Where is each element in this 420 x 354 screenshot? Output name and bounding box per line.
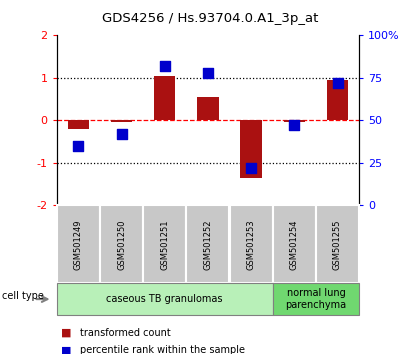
Point	[248, 165, 255, 171]
Text: GSM501251: GSM501251	[160, 219, 169, 269]
Text: GSM501250: GSM501250	[117, 219, 126, 269]
Bar	[284, 120, 305, 122]
Point	[161, 63, 168, 69]
Bar	[154, 76, 176, 120]
Bar	[240, 120, 262, 178]
Text: transformed count: transformed count	[80, 328, 171, 338]
Point	[291, 122, 298, 128]
Point	[205, 70, 211, 76]
Bar	[327, 80, 348, 120]
Point	[334, 80, 341, 86]
Bar	[68, 120, 89, 129]
Point	[75, 143, 81, 149]
Text: GDS4256 / Hs.93704.0.A1_3p_at: GDS4256 / Hs.93704.0.A1_3p_at	[102, 12, 318, 25]
Text: normal lung
parenchyma: normal lung parenchyma	[285, 288, 346, 310]
Text: GSM501254: GSM501254	[290, 219, 299, 269]
Point	[118, 131, 125, 137]
Text: cell type: cell type	[2, 291, 44, 301]
Text: GSM501253: GSM501253	[247, 219, 256, 270]
Text: GSM501255: GSM501255	[333, 219, 342, 269]
Text: GSM501252: GSM501252	[203, 219, 213, 269]
Text: ■: ■	[61, 346, 71, 354]
Text: ■: ■	[61, 328, 71, 338]
Text: GSM501249: GSM501249	[74, 219, 83, 269]
Text: caseous TB granulomas: caseous TB granulomas	[106, 294, 223, 304]
Bar	[197, 97, 219, 120]
Bar	[111, 120, 132, 122]
Text: percentile rank within the sample: percentile rank within the sample	[80, 346, 245, 354]
